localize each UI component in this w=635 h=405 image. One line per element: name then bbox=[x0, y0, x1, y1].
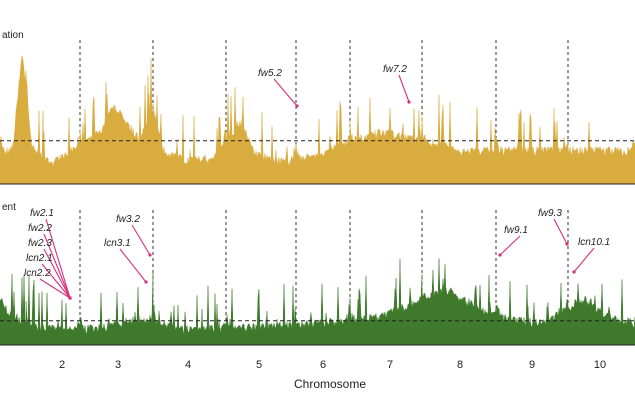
qtl-arrow bbox=[43, 233, 71, 299]
x-tick-label: 2 bbox=[59, 359, 65, 371]
x-tick-label: 8 bbox=[457, 359, 463, 371]
qtl-label: lcn2.2 bbox=[24, 268, 51, 279]
qtl-arrow-head bbox=[295, 104, 299, 108]
qtl-arrow-head bbox=[498, 253, 502, 257]
qtl-arrow bbox=[41, 263, 71, 299]
qtl-label: fw5.2 bbox=[258, 68, 282, 79]
bottom-panel: ent fw2.1 fw2.2 fw2.3 lcn2.1 lcn2.2 fw3.2 lcn3… bbox=[0, 202, 635, 346]
qtl-arrow bbox=[553, 218, 568, 245]
chromosome-signal bbox=[495, 279, 635, 346]
bottom-panel-title: ent bbox=[2, 202, 16, 213]
qtl-arrow-head bbox=[407, 100, 411, 104]
x-tick-labels: 2 3 4 5 6 7 8 9 10 bbox=[59, 359, 606, 371]
qtl-arrow-head bbox=[565, 242, 569, 246]
top-panel-signal bbox=[0, 55, 635, 185]
qtl-label: lcn3.1 bbox=[104, 238, 131, 249]
x-tick-label: 7 bbox=[387, 359, 393, 371]
bottom-panel-signal bbox=[0, 258, 635, 346]
x-tick-label: 9 bbox=[529, 359, 535, 371]
qtl-arrow-head bbox=[572, 270, 576, 274]
qtl-label: fw2.3 bbox=[28, 238, 52, 249]
qtl-label: fw3.2 bbox=[116, 214, 140, 225]
qtl-arrow bbox=[39, 278, 71, 299]
qtl-arrow bbox=[573, 247, 595, 273]
qtl-arrow-head bbox=[148, 253, 152, 257]
qtl-label: fw9.3 bbox=[538, 208, 562, 219]
qtl-arrow bbox=[131, 224, 151, 256]
qtl-arrow bbox=[45, 218, 71, 299]
qtl-label: fw2.1 bbox=[30, 208, 54, 219]
qtl-arrow bbox=[43, 248, 71, 299]
chromosome-signal bbox=[421, 264, 569, 346]
top-panel-title: ation bbox=[2, 30, 24, 41]
bottom-annotations: fw2.1 fw2.2 fw2.3 lcn2.1 lcn2.2 fw3.2 lcn3.1 fw… bbox=[24, 208, 610, 300]
x-tick-label: 4 bbox=[185, 359, 191, 371]
qtl-arrow-head bbox=[68, 296, 72, 300]
top-annotations: fw5.2 fw7.2 bbox=[258, 64, 411, 108]
x-tick-label: 6 bbox=[320, 359, 326, 371]
top-panel: ation fw5.2 fw7.2 bbox=[0, 30, 635, 185]
qtl-arrow bbox=[398, 74, 410, 103]
x-tick-label: 10 bbox=[594, 359, 606, 371]
qtl-arrow bbox=[273, 78, 298, 107]
qtl-label: fw2.2 bbox=[28, 223, 52, 234]
x-axis-title: Chromosome bbox=[294, 377, 366, 391]
qtl-label: fw9.1 bbox=[504, 225, 528, 236]
qtl-arrow bbox=[119, 248, 147, 283]
x-tick-label: 5 bbox=[256, 359, 262, 371]
qtl-arrow-head bbox=[144, 280, 148, 284]
chromosome-signal bbox=[495, 113, 635, 185]
qtl-label: lcn10.1 bbox=[578, 237, 610, 248]
qtl-label: fw7.2 bbox=[383, 64, 407, 75]
qtl-arrow bbox=[499, 235, 521, 256]
qtl-label: lcn2.1 bbox=[26, 253, 53, 264]
x-tick-label: 3 bbox=[115, 359, 121, 371]
